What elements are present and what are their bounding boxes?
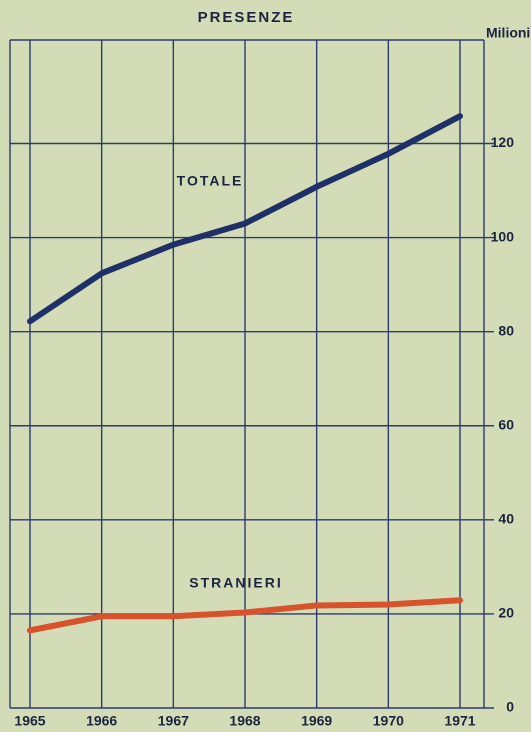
y-tick-label: 40: [498, 511, 514, 527]
y-tick-label: 80: [498, 322, 514, 338]
y-tick-label: 100: [491, 228, 515, 244]
series-label: TOTALE: [177, 173, 244, 189]
x-tick-label: 1967: [158, 713, 189, 729]
x-tick-label: 1969: [301, 713, 332, 729]
y-tick-label: 20: [498, 605, 514, 621]
line-series: [27, 597, 463, 634]
chart-title: PRESENZE: [198, 9, 295, 26]
x-tick-label: 1970: [373, 713, 404, 729]
series-label: STRANIERI: [189, 575, 282, 591]
line-series: [27, 113, 463, 325]
y-tick-label: 120: [491, 134, 515, 150]
y-tick-label: 0: [506, 699, 514, 715]
y-axis-label: Milioni: [486, 25, 530, 41]
x-tick-label: 1971: [444, 713, 475, 729]
x-tick-label: 1968: [229, 713, 260, 729]
y-tick-label: 60: [498, 416, 514, 432]
x-tick-label: 1965: [14, 713, 45, 729]
x-tick-label: 1966: [86, 713, 117, 729]
